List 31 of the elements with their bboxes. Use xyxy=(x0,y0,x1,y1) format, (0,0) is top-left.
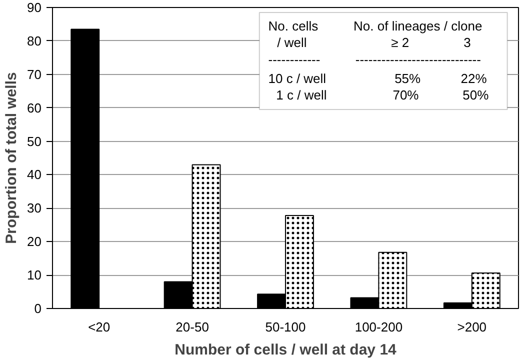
x-axis-title: Number of cells / well at day 14 xyxy=(174,342,398,358)
x-tick-label: 100-200 xyxy=(354,320,403,334)
y-tick-label: 40 xyxy=(27,167,42,182)
y-tick-label: 80 xyxy=(27,33,42,48)
y-tick-label: 70 xyxy=(27,66,42,82)
annotation: 70% xyxy=(392,88,420,103)
y-axis-title: Proportion of total wells xyxy=(3,72,20,244)
y-tick-label: 90 xyxy=(27,0,42,15)
x-tick-label: >200 xyxy=(457,320,487,334)
x-tick-label: 50-100 xyxy=(265,320,306,334)
annotation: 50% xyxy=(462,88,490,103)
annotation: ------------ xyxy=(268,52,320,67)
annotation: No. of lineages / clone xyxy=(354,18,482,34)
y-tick-label: 50 xyxy=(27,134,42,149)
y-tick-label: 20 xyxy=(27,234,42,250)
annotation: 55% xyxy=(394,71,422,86)
annotation: / well xyxy=(277,35,307,50)
x-tick-label: 20-50 xyxy=(176,320,209,334)
y-tick-label: 10 xyxy=(27,268,42,283)
annotation: 10 c / well xyxy=(268,71,326,86)
bar xyxy=(70,28,100,308)
annotation: 1 c / well xyxy=(276,88,327,103)
y-tick-label: 60 xyxy=(27,100,42,116)
y-tick-label: 30 xyxy=(27,200,42,216)
annotation: No. cells xyxy=(268,18,319,34)
x-tick-label: <20 xyxy=(88,320,110,334)
annotation: 22% xyxy=(460,71,488,86)
annotation: 3 xyxy=(464,35,471,50)
annotation: ----------------------------- xyxy=(355,52,481,67)
annotation: ≥ 2 xyxy=(391,35,410,50)
y-tick-label: 0 xyxy=(34,301,42,316)
